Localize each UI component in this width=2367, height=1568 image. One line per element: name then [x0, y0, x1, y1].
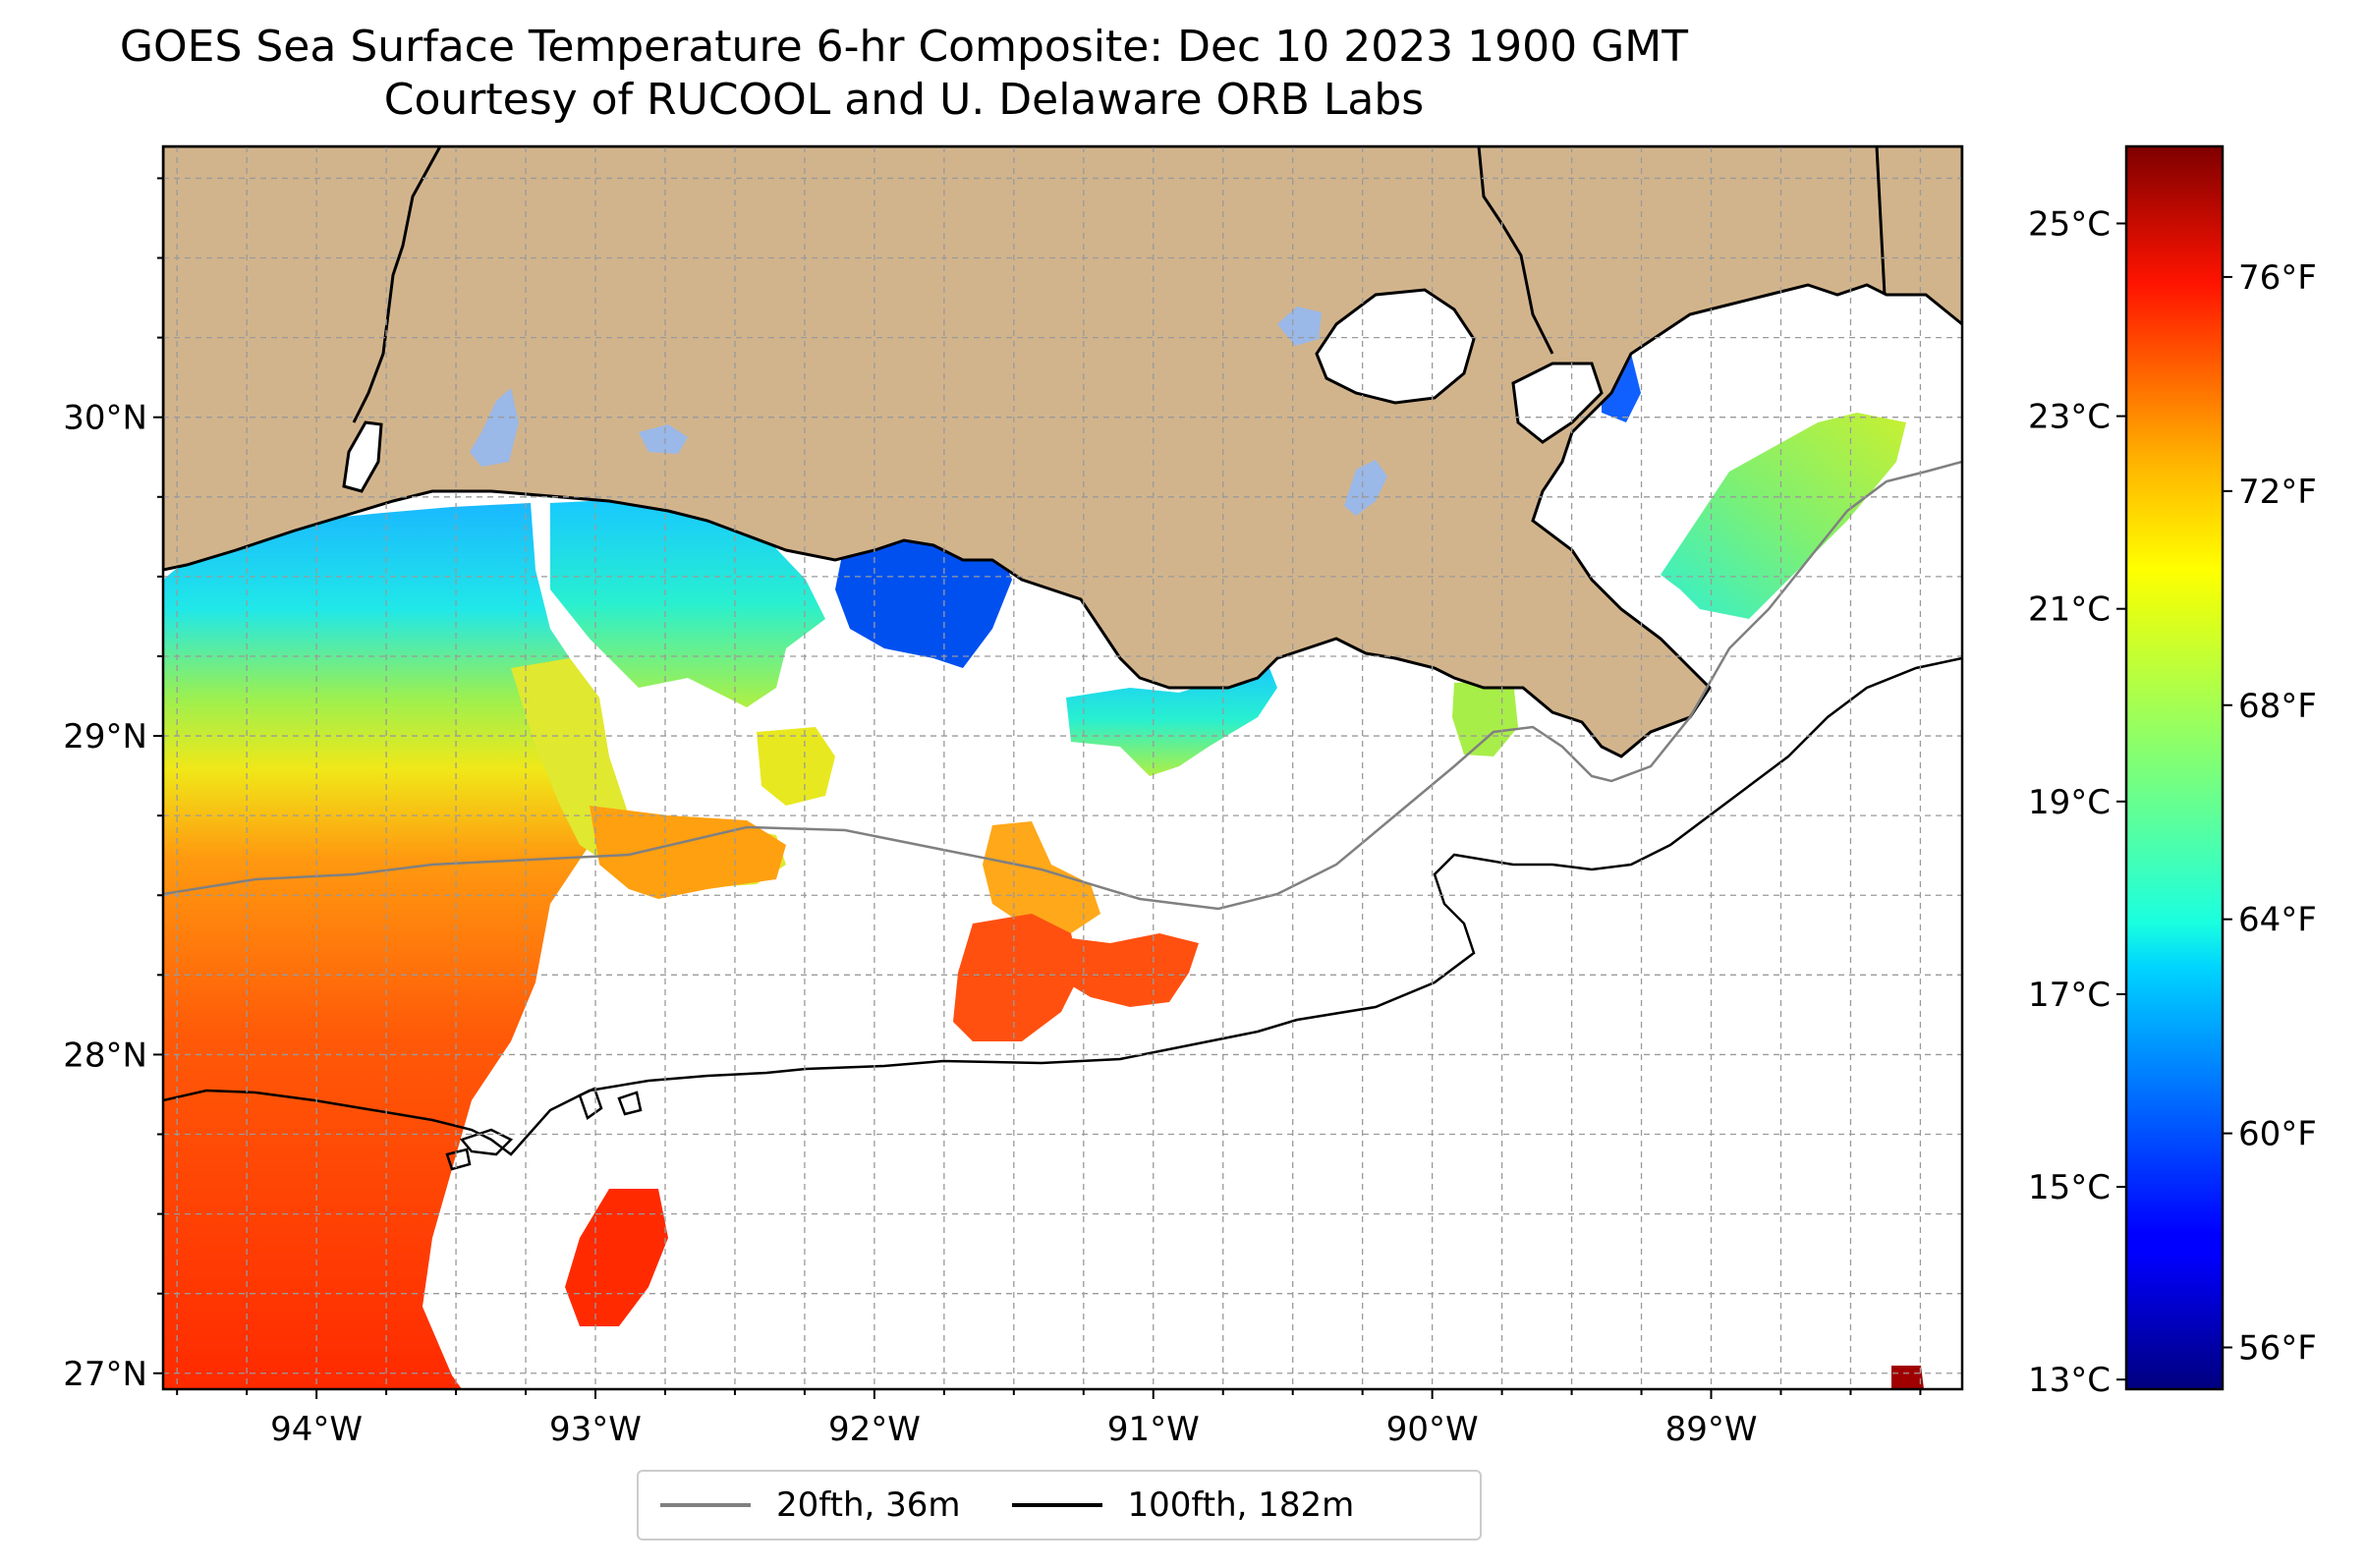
contour-20fth — [163, 460, 1962, 911]
colorbar-tick-labels: 13°C 15°C 17°C 19°C 21°C 23°C 25°C 56°F 60°F 64°F… — [2028, 204, 2317, 1400]
lon-tick-label: 90°W — [1386, 1410, 1479, 1449]
colorbar-celsius-label: 19°C — [2028, 783, 2111, 822]
legend-item-100fth: 100fth, 182m — [1011, 1485, 1355, 1525]
lat-tick-label: 28°N — [63, 1036, 147, 1075]
colorbar-fahrenheit-label: 64°F — [2238, 901, 2317, 940]
lat-tick-label: 27°N — [63, 1355, 147, 1394]
state-border-la-ms — [1477, 146, 1887, 355]
colorbar-celsius-label: 25°C — [2028, 204, 2111, 244]
map-frame — [161, 144, 1964, 1391]
colorbar-celsius-label: 13°C — [2028, 1361, 2111, 1400]
sst-patch-central-orange — [983, 821, 1100, 933]
colorbar-fahrenheit-label: 72°F — [2238, 473, 2317, 512]
legend-label-20fth: 20fth, 36m — [776, 1485, 961, 1525]
sst-patch-south-red — [565, 1189, 668, 1326]
map-subtitle: Courtesy of RUCOOL and U. Delaware ORB L… — [383, 75, 1425, 125]
state-border-tx-la — [352, 146, 442, 423]
map-tick-labels: 94°W 93°W 92°W 91°W 90°W 89°W 27°N 28°N 29°N 30°N — [63, 399, 1757, 1449]
contour-shoal-islands — [445, 1087, 643, 1171]
map-ticks — [153, 177, 1922, 1399]
legend-swatch-20fth — [660, 1503, 751, 1507]
sst-patch-north — [550, 499, 825, 707]
colorbar-fahrenheit-label: 68°F — [2238, 687, 2317, 726]
colorbar-fahrenheit-label: 76°F — [2238, 258, 2317, 298]
sst-patch-se-dark — [1891, 1366, 1924, 1389]
sst-patch-central-red-east — [1066, 933, 1199, 1007]
lon-tick-label: 89°W — [1665, 1410, 1758, 1449]
colorbar-fahrenheit-label: 56°F — [2238, 1329, 2317, 1369]
colorbar-celsius-label: 17°C — [2028, 976, 2111, 1015]
sst-patch-breton — [1661, 413, 1906, 619]
legend-label-100fth: 100fth, 182m — [1127, 1485, 1355, 1525]
colorbar-celsius-label: 15°C — [2028, 1168, 2111, 1207]
sst-patch-central-red — [953, 914, 1081, 1041]
sst-patch-yellow-blob — [757, 727, 835, 806]
legend-item-20fth: 20fth, 36m — [660, 1485, 961, 1525]
lake-borgne — [1511, 362, 1604, 444]
colorbar — [2124, 144, 2225, 1391]
map-title: GOES Sea Surface Temperature 6-hr Compos… — [119, 22, 1689, 72]
inland-water-white-lake — [639, 424, 688, 454]
inland-water-grand-lake — [470, 388, 519, 467]
lon-tick-label: 92°W — [828, 1410, 921, 1449]
contour-100fth — [163, 656, 1962, 1156]
sst-patch-west — [163, 503, 601, 1389]
land-coastline — [163, 146, 1962, 758]
inland-water-maurepas — [1277, 307, 1322, 346]
legend: 20fth, 36m 100fth, 182m — [637, 1470, 1482, 1540]
colorbar-ticks — [2116, 222, 2232, 1381]
colorbar-fahrenheit-label: 60°F — [2238, 1115, 2317, 1154]
map-gridlines — [163, 146, 1962, 1389]
sst-patch-atchafalaya — [1066, 663, 1277, 776]
colorbar-celsius-label: 21°C — [2028, 590, 2111, 630]
lon-tick-label: 94°W — [270, 1410, 363, 1449]
lon-tick-label: 93°W — [549, 1410, 642, 1449]
lake-pontchartrain — [1315, 288, 1476, 405]
inland-water-salvador — [1344, 460, 1387, 516]
legend-swatch-100fth — [1011, 1503, 1102, 1507]
colorbar-celsius-label: 23°C — [2028, 398, 2111, 437]
lat-tick-label: 30°N — [63, 399, 147, 438]
lon-tick-label: 91°W — [1107, 1410, 1200, 1449]
lat-tick-label: 29°N — [63, 717, 147, 756]
lake-calcasieu — [342, 420, 383, 493]
